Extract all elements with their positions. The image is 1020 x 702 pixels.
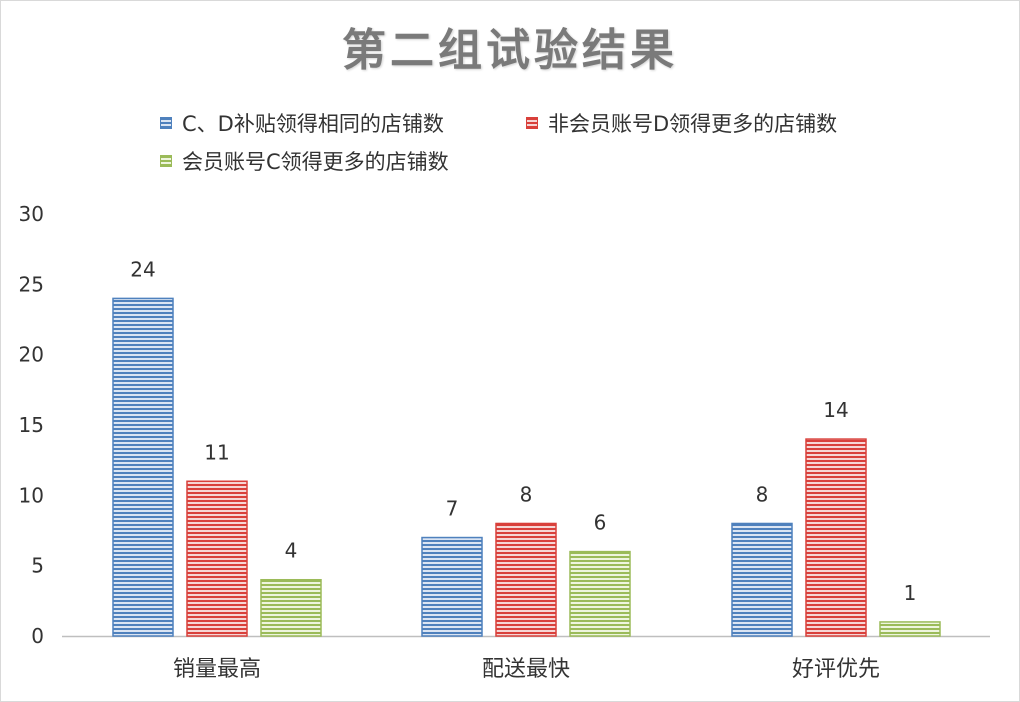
bar-2-1 [186,480,248,637]
data-label: 1 [904,581,917,605]
data-label: 6 [594,511,607,535]
data-label: 14 [823,398,848,422]
data-label: 8 [756,482,769,506]
bar-1-1 [112,297,174,637]
y-tick-label: 25 [19,272,44,296]
bar-3-1 [260,578,322,637]
data-label: 4 [285,539,298,563]
legend-swatch-series-2 [526,117,538,129]
legend-label-series-3: 会员账号C领得更多的店铺数 [182,150,449,174]
y-tick-label: 10 [19,483,44,507]
data-label: 24 [130,257,155,281]
y-tick-label: 30 [19,202,44,226]
y-tick-label: 5 [31,554,44,578]
x-category-label: 好评优先 [792,657,880,682]
data-label: 11 [204,440,229,464]
legend-swatch-series-3 [160,155,172,167]
legend-label-series-1: C、D补贴领得相同的店铺数 [182,112,444,136]
y-tick-label: 0 [31,624,44,648]
legend-item-series-1: C、D补贴领得相同的店铺数 [160,108,444,138]
legend-item-series-2: 非会员账号D领得更多的店铺数 [526,108,837,138]
x-category-label: 销量最高 [173,657,261,682]
chart-title: 第二组试验结果 [342,25,678,76]
bar-2-3 [805,438,867,637]
x-category-label: 配送最快 [482,657,570,682]
legend-swatch-series-1 [160,117,172,129]
data-label: 8 [520,482,533,506]
chart-legend: C、D补贴领得相同的店铺数 非会员账号D领得更多的店铺数 会员账号C领得更多的店… [0,0,1020,200]
bar-2-2 [495,522,557,637]
legend-label-series-2: 非会员账号D领得更多的店铺数 [548,112,838,136]
legend-item-series-3: 会员账号C领得更多的店铺数 [160,146,449,176]
y-tick-label: 15 [19,413,44,437]
data-label: 7 [446,497,459,521]
bar-1-2 [421,536,483,637]
bar-1-3 [731,522,793,637]
y-tick-label: 20 [19,343,44,367]
bar-3-2 [569,550,631,637]
bar-3-3 [879,621,941,637]
